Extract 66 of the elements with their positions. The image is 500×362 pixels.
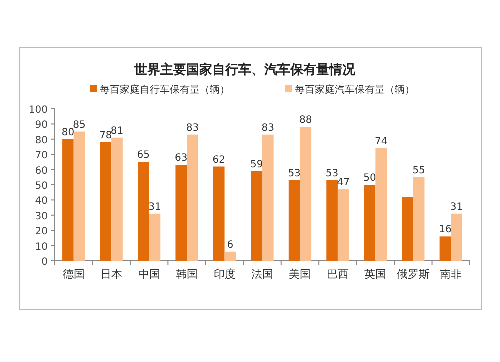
bar [402,197,414,261]
y-tick-label: 50 [35,181,48,192]
data-label: 6 [227,240,234,251]
x-tick-label: 印度 [214,268,236,281]
x-tick-label: 德国 [62,268,85,281]
y-tick-label: 30 [35,211,48,222]
data-label: 81 [110,126,124,137]
x-tick-label: 韩国 [176,268,198,281]
x-tick-label: 中国 [138,268,160,281]
data-label: 78 [100,130,112,142]
data-label: 88 [300,115,312,126]
y-tick-label: 70 [35,150,48,162]
data-label: 63 [175,153,188,164]
bar [213,166,225,261]
x-tick-label: 英国 [364,268,387,281]
y-tick-label: 40 [35,196,48,208]
bar [451,214,462,261]
data-label: 80 [62,127,75,138]
bar [326,180,338,261]
bar [74,132,86,261]
x-tick-label: 巴西 [326,268,349,281]
x-tick-label: 南非 [440,268,462,281]
y-tick-label: 100 [28,105,48,116]
bar [288,180,300,261]
bar [100,142,112,261]
bar [251,171,262,261]
bar [149,214,161,261]
x-tick-label: 法国 [252,268,274,281]
legend-label: 每百家庭自行车保有量（辆） [100,84,230,96]
bar [187,134,198,261]
bar [413,177,425,261]
y-tick-label: 10 [35,242,48,253]
y-tick-label: 0 [42,257,48,268]
x-tick-label: 美国 [289,268,312,281]
data-label: 16 [439,224,452,236]
bar [224,252,236,261]
y-tick-label: 60 [35,166,48,177]
data-label: 65 [137,150,150,162]
bar [440,236,452,261]
bar [62,139,74,261]
bar [376,148,387,261]
x-tick-label: 俄罗斯 [396,268,430,281]
x-tick-label: 日本 [100,268,123,281]
bar [338,190,350,261]
data-label: 83 [262,122,275,134]
chart-title: 世界主要国家自行车、汽车保有量情况 [134,62,356,78]
data-label: 31 [450,202,464,213]
data-label: 74 [374,136,388,148]
bar [300,127,312,261]
data-label: 62 [212,154,226,166]
data-label: 85 [73,120,86,131]
data-label: 50 [364,173,376,184]
y-tick-label: 20 [35,226,48,238]
data-label: 53 [288,168,301,180]
bar [262,134,274,261]
data-label: 83 [186,122,200,134]
bar [138,162,150,261]
bar [364,185,376,261]
bar [176,165,188,261]
bar [112,138,123,261]
data-label: 59 [250,159,264,170]
y-tick-label: 80 [35,135,48,146]
legend-label: 每百家庭汽车保有量（辆） [295,84,415,96]
data-label: 55 [412,165,426,176]
y-tick-label: 90 [35,120,48,132]
data-label: 53 [326,168,339,180]
